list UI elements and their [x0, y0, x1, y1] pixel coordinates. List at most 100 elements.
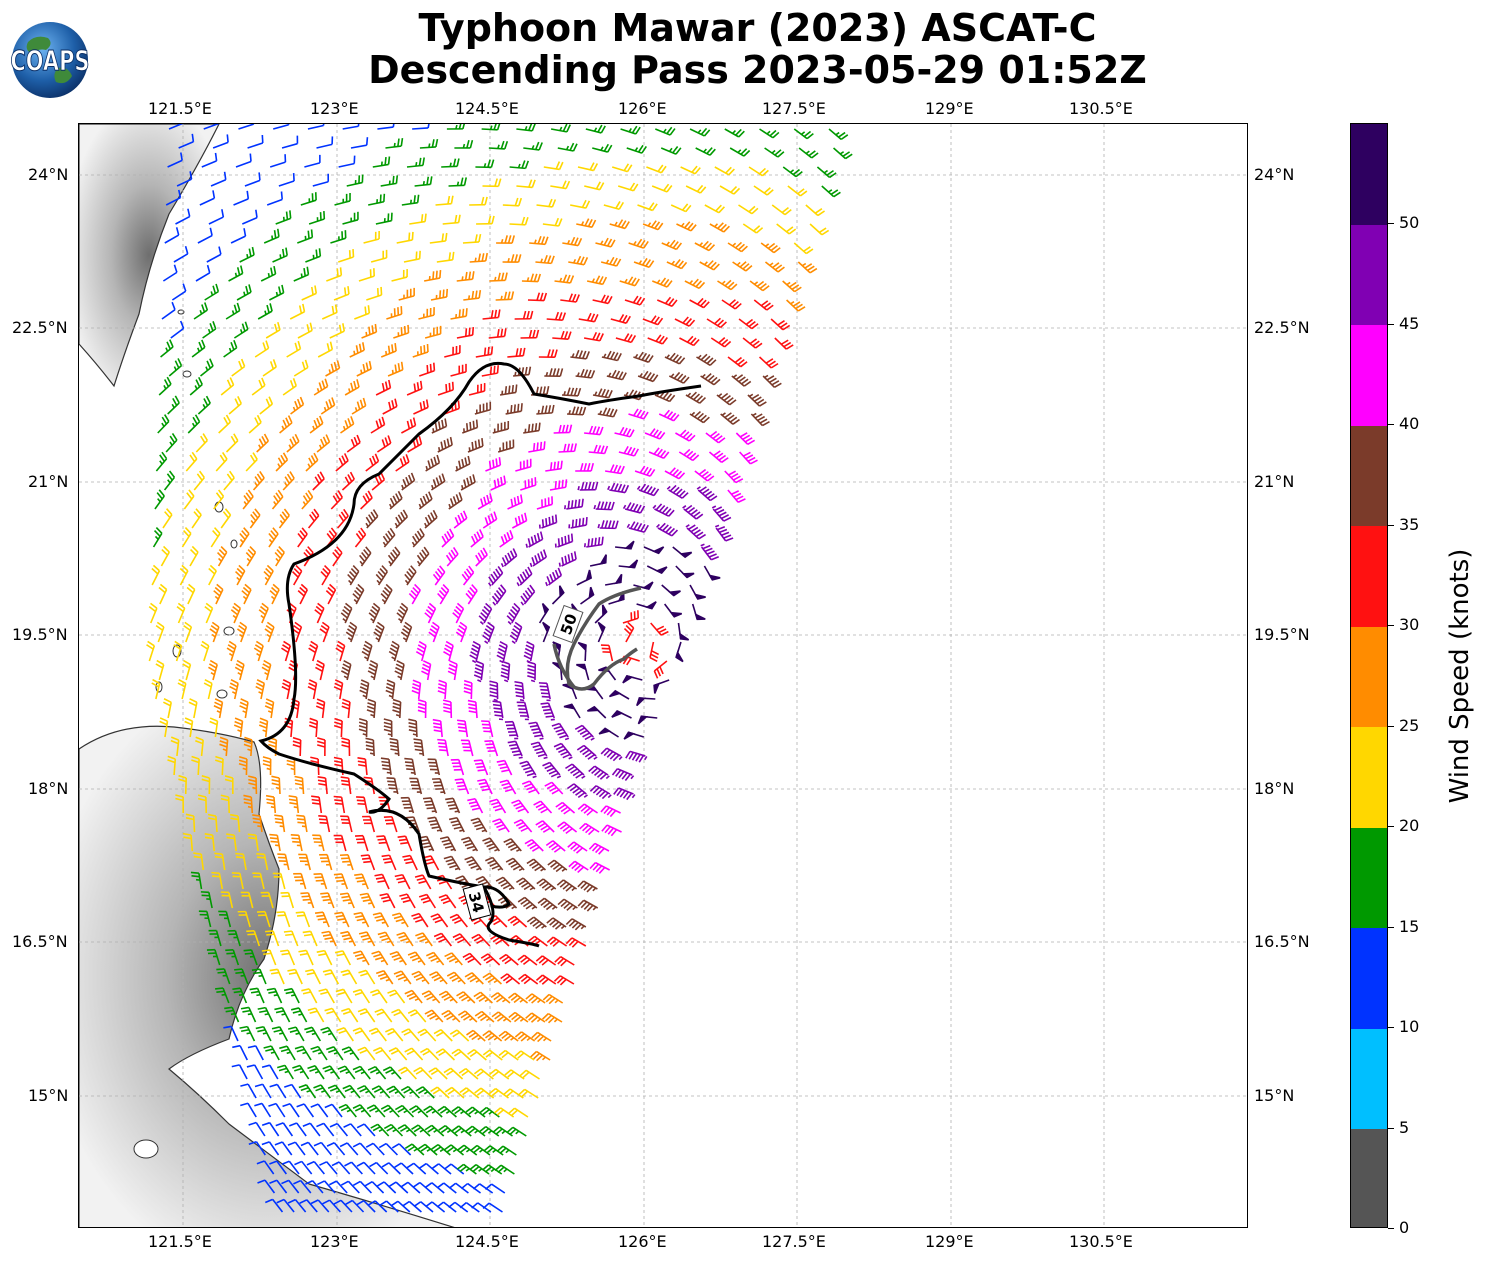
wind-barb [400, 1181, 421, 1194]
wind-barb [601, 350, 622, 362]
wind-barb [480, 953, 501, 966]
wind-barb [233, 717, 244, 738]
wind-barb [584, 425, 604, 436]
wind-barb [353, 950, 370, 966]
wind-barb [326, 1142, 346, 1156]
wind-barb [398, 1066, 417, 1080]
wind-barb [567, 406, 587, 416]
wind-barb [515, 458, 532, 472]
wind-barb [642, 315, 664, 326]
wind-barb [173, 640, 183, 662]
wind-barb [536, 496, 554, 510]
wind-barb [437, 584, 450, 605]
wind-barb [508, 1011, 529, 1023]
wind-barb [380, 1104, 400, 1118]
wind-barb [296, 1103, 315, 1118]
wind-barb [318, 988, 335, 1004]
wind-barb [275, 452, 289, 472]
wind-barb [482, 178, 502, 188]
wind-barb [342, 211, 359, 225]
wind-barb [215, 452, 228, 472]
colorbar-tick [1388, 1228, 1394, 1229]
wind-barb [278, 508, 290, 529]
wind-barb [275, 1122, 294, 1137]
wind-barb [265, 930, 280, 947]
wind-barb [553, 742, 573, 760]
wind-barb [724, 470, 744, 484]
wind-barb [600, 256, 622, 267]
wind-barb [358, 268, 376, 282]
wind-barb [293, 359, 309, 377]
wind-barb [521, 780, 540, 795]
wind-barb [656, 296, 678, 308]
wind-barb [403, 250, 421, 263]
wind-barb [583, 331, 604, 342]
wind-barb [624, 295, 646, 306]
wind-barb [587, 705, 607, 719]
wind-barb [178, 133, 195, 149]
wind-barb [380, 583, 393, 605]
wind-barb [185, 813, 196, 833]
wind-barb [301, 489, 314, 510]
colorbar-tick-label: 30 [1399, 615, 1420, 635]
wind-barb [391, 1008, 410, 1023]
wind-barb [464, 972, 484, 985]
wind-barb [258, 717, 269, 738]
wind-barb [637, 370, 659, 383]
wind-barb [674, 316, 696, 327]
wind-barb [235, 852, 247, 871]
wind-barb [394, 873, 411, 890]
wind-barb [451, 1048, 471, 1061]
lon-tick-bottom: 130.5°E [1069, 1232, 1133, 1251]
wind-barb [364, 1180, 385, 1194]
wind-barb [299, 1199, 318, 1213]
colorbar [1350, 123, 1388, 1228]
wind-barb [431, 418, 448, 434]
wind-barb [388, 640, 400, 662]
wind-barb [588, 765, 610, 780]
wind-barb [511, 512, 528, 529]
wind-barb [200, 891, 213, 909]
wind-barb [281, 640, 292, 662]
wind-barb [171, 283, 187, 301]
wind-barb [577, 880, 598, 893]
wind-barb [212, 134, 229, 149]
wind-barb [664, 467, 686, 480]
wind-barb [505, 403, 523, 415]
wind-barb [271, 489, 284, 510]
wind-barb [446, 971, 466, 985]
wind-barb [372, 912, 390, 928]
wind-barb [618, 559, 639, 569]
wind-barb [272, 124, 290, 130]
wind-barb [208, 564, 217, 586]
wind-barb [254, 340, 270, 358]
wind-barb [729, 147, 751, 157]
wind-barb [462, 419, 479, 434]
wind-barb [441, 158, 460, 168]
wind-barb [530, 741, 548, 760]
wind-barb [620, 125, 641, 135]
wind-barb [568, 517, 588, 529]
wind-barb [319, 853, 333, 871]
wind-barb [470, 1144, 491, 1156]
wind-barb [618, 445, 640, 457]
wind-barb [367, 659, 379, 681]
wind-barb [450, 308, 468, 320]
wind-barb [742, 223, 764, 234]
wind-barb [247, 833, 259, 852]
wind-barb [304, 1026, 322, 1042]
wind-barb [449, 1029, 470, 1042]
wind-barb [617, 182, 639, 192]
colorbar-tick [1388, 223, 1394, 225]
wind-barb [503, 1088, 524, 1099]
wind-barb [574, 724, 595, 741]
wind-barb [411, 528, 425, 548]
wind-barb [379, 892, 396, 909]
wind-barb [481, 720, 494, 738]
wind-barb [293, 872, 307, 890]
lon-tick-bottom: 127.5°E [762, 1232, 826, 1251]
wind-barb [554, 274, 575, 284]
wind-barb [359, 679, 370, 700]
wind-barb [411, 912, 429, 928]
wind-barb [524, 839, 544, 852]
